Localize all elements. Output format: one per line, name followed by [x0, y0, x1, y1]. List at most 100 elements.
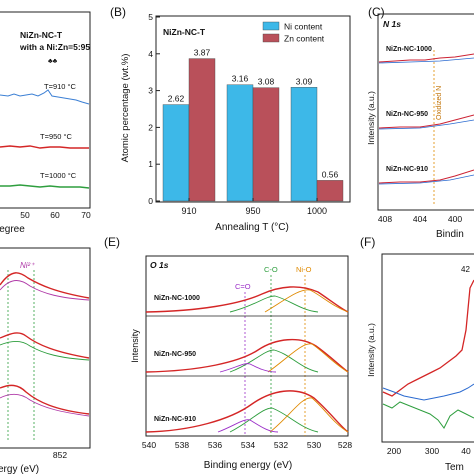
bar-zn-content-910: [188, 58, 216, 202]
panel-e-spectrum-950: [145, 338, 349, 373]
bar-ni-content-910: [162, 104, 190, 202]
panel-f-letter: (F): [360, 235, 375, 249]
panel-f-xtick-400: 40: [461, 446, 471, 456]
y-tick-label: 5: [148, 12, 153, 22]
panel-c: (C) N 1s Intensity (a.u.) Oxidized N NiZ…: [366, 5, 474, 240]
legend-label: Zn content: [284, 34, 325, 44]
panel-b-frame: [155, 15, 351, 203]
panel-f-frame: [381, 253, 474, 443]
panel-a-label-910: T=910 °C: [44, 82, 77, 91]
panel-e-fit-910-c-o: [229, 407, 319, 433]
legend-swatch: [262, 21, 280, 31]
panel-e-spectrum-910: [145, 390, 349, 433]
panel-a-xtick-50: 50: [20, 210, 30, 220]
panel-c-peak-label: Oxidized N: [436, 86, 443, 120]
panel-f-trace-green: [382, 401, 474, 429]
panel-d-fit-950: [0, 340, 90, 361]
panel-e-fit-950-co-double: [219, 363, 277, 373]
panel-d-frame: [0, 247, 91, 449]
y-tick-label: 1: [148, 159, 153, 169]
bar-zn-content-950: [252, 87, 280, 202]
y-tick-label: 2: [148, 122, 153, 132]
panel-e-fit-910-ni-o: [269, 397, 349, 433]
panel-e-sample-950: NiZn-NC-950: [154, 351, 196, 358]
panel-f-xlabel: Tem: [445, 462, 464, 473]
panel-e-letter: (E): [104, 235, 120, 249]
panel-c-frame: [377, 13, 474, 211]
bar-value-label: 3.16: [232, 74, 249, 84]
panel-c-ylabel: Intensity (a.u.): [366, 91, 376, 145]
x-axis: 910 950 1000: [181, 198, 327, 216]
panel-e-ylabel: Intensity: [130, 329, 140, 363]
panel-c-letter: (C): [368, 5, 385, 19]
y-tick-label: 4: [148, 49, 153, 59]
panel-c-xlabel: Bindin: [436, 229, 464, 240]
panel-c-xtick-400: 400: [448, 214, 462, 224]
panel-c-spectrum-950: [378, 114, 474, 129]
bar-value-label: 0.56: [322, 169, 339, 179]
panel-a: NiZn-NC-T with a Ni:Zn=5:95 ♣♣ T=910 °C …: [0, 11, 91, 235]
panel-e-peak-c-o: C-O: [264, 265, 278, 274]
panel-d-peak-label: Ni²⁺: [20, 261, 35, 270]
bar-value-label: 2.62: [168, 94, 185, 104]
panel-f: (F) Intensity (a.u.) 42 200 300 40 Tem: [360, 235, 474, 473]
panel-a-label-1000: T=1000 °C: [40, 171, 77, 180]
y-axis: 0 1 2 3 4 5: [148, 12, 160, 206]
legend-swatch: [262, 33, 280, 43]
panel-d-spectrum-910: [0, 384, 90, 415]
panel-a-xtick-70: 70: [81, 210, 91, 220]
panel-d-spectrum-1000: [0, 272, 90, 299]
panel-e-xlabel: Binding energy (eV): [204, 460, 292, 471]
panel-c-sample-910: NiZn-NC-910: [386, 166, 428, 173]
panel-a-frame: [0, 11, 91, 209]
panel-b: (B) NiZn-NC-T 2.62 3.87 3.16 3.08 3.09 0.56 0…: [110, 5, 351, 233]
panel-e-peak-ni-o: Ni-O: [296, 265, 312, 274]
panel-c-fit-1000: [378, 57, 474, 64]
panel-b-inset-label: NiZn-NC-T: [163, 27, 206, 37]
panel-b-letter: (B): [110, 5, 126, 19]
panel-f-trace-blue: [382, 383, 474, 401]
panel-e-frame: [145, 255, 349, 437]
panel-f-ylabel: Intensity (a.u.): [366, 323, 376, 377]
panel-e-xtick-540: 540: [142, 440, 156, 450]
panel-a-title: NiZn-NC-T: [20, 30, 63, 40]
panel-a-xtick-60: 60: [50, 210, 60, 220]
panel-e-peak-co-double: C=O: [235, 282, 251, 291]
panel-e-fit-910-co-double: [217, 419, 279, 433]
panel-a-trace-950: [0, 145, 89, 149]
panel-c-xtick-404: 404: [413, 214, 427, 224]
panel-e-xtick-532: 532: [274, 440, 288, 450]
y-axis-label: Atomic percentage (wt.%): [120, 54, 131, 163]
panel-a-label-950: T=950 °C: [40, 132, 73, 141]
panel-a-subtitle: with a Ni:Zn=5:95: [19, 42, 90, 52]
panel-d-xlabel: ergy (eV): [0, 464, 39, 474]
panel-a-marker: ♣♣: [48, 58, 58, 65]
panel-d-fit-1000: [0, 280, 90, 301]
x-tick-label: 1000: [307, 206, 327, 216]
panel-c-fit-950: [378, 119, 474, 130]
legend: Ni content Zn content: [262, 21, 325, 44]
bar-value-label: 3.87: [194, 48, 211, 58]
panel-e-xtick-534: 534: [241, 440, 255, 450]
panel-e-fit-1000-ni-o: [264, 289, 349, 313]
panel-e-spectrum-1000: [145, 286, 349, 313]
panel-d: Ni²⁺ 852 ergy (eV): [0, 247, 91, 474]
bar-series-group: 2.62 3.87 3.16 3.08 3.09 0.56: [162, 48, 344, 202]
panel-e-xtick-538: 538: [175, 440, 189, 450]
x-tick-label: 950: [245, 206, 260, 216]
panel-e-xtick-536: 536: [208, 440, 222, 450]
panel-c-spectrum-910: [378, 169, 474, 184]
bar-value-label: 3.09: [296, 76, 313, 86]
panel-f-xtick-300: 300: [425, 446, 439, 456]
panel-a-xlabel: legree: [0, 224, 25, 235]
x-axis-label: Annealing T (°C): [215, 222, 289, 233]
bar-ni-content-950: [226, 84, 254, 202]
panel-c-title: N 1s: [383, 19, 401, 29]
panel-c-fit-910: [378, 174, 474, 185]
panel-d-fit-910: [0, 393, 90, 417]
panel-d-spectrum-950: [0, 332, 90, 359]
bar-value-label: 3.08: [258, 77, 275, 87]
panel-e-sample-910: NiZn-NC-910: [154, 416, 196, 423]
bar-ni-content-1000: [290, 87, 318, 202]
